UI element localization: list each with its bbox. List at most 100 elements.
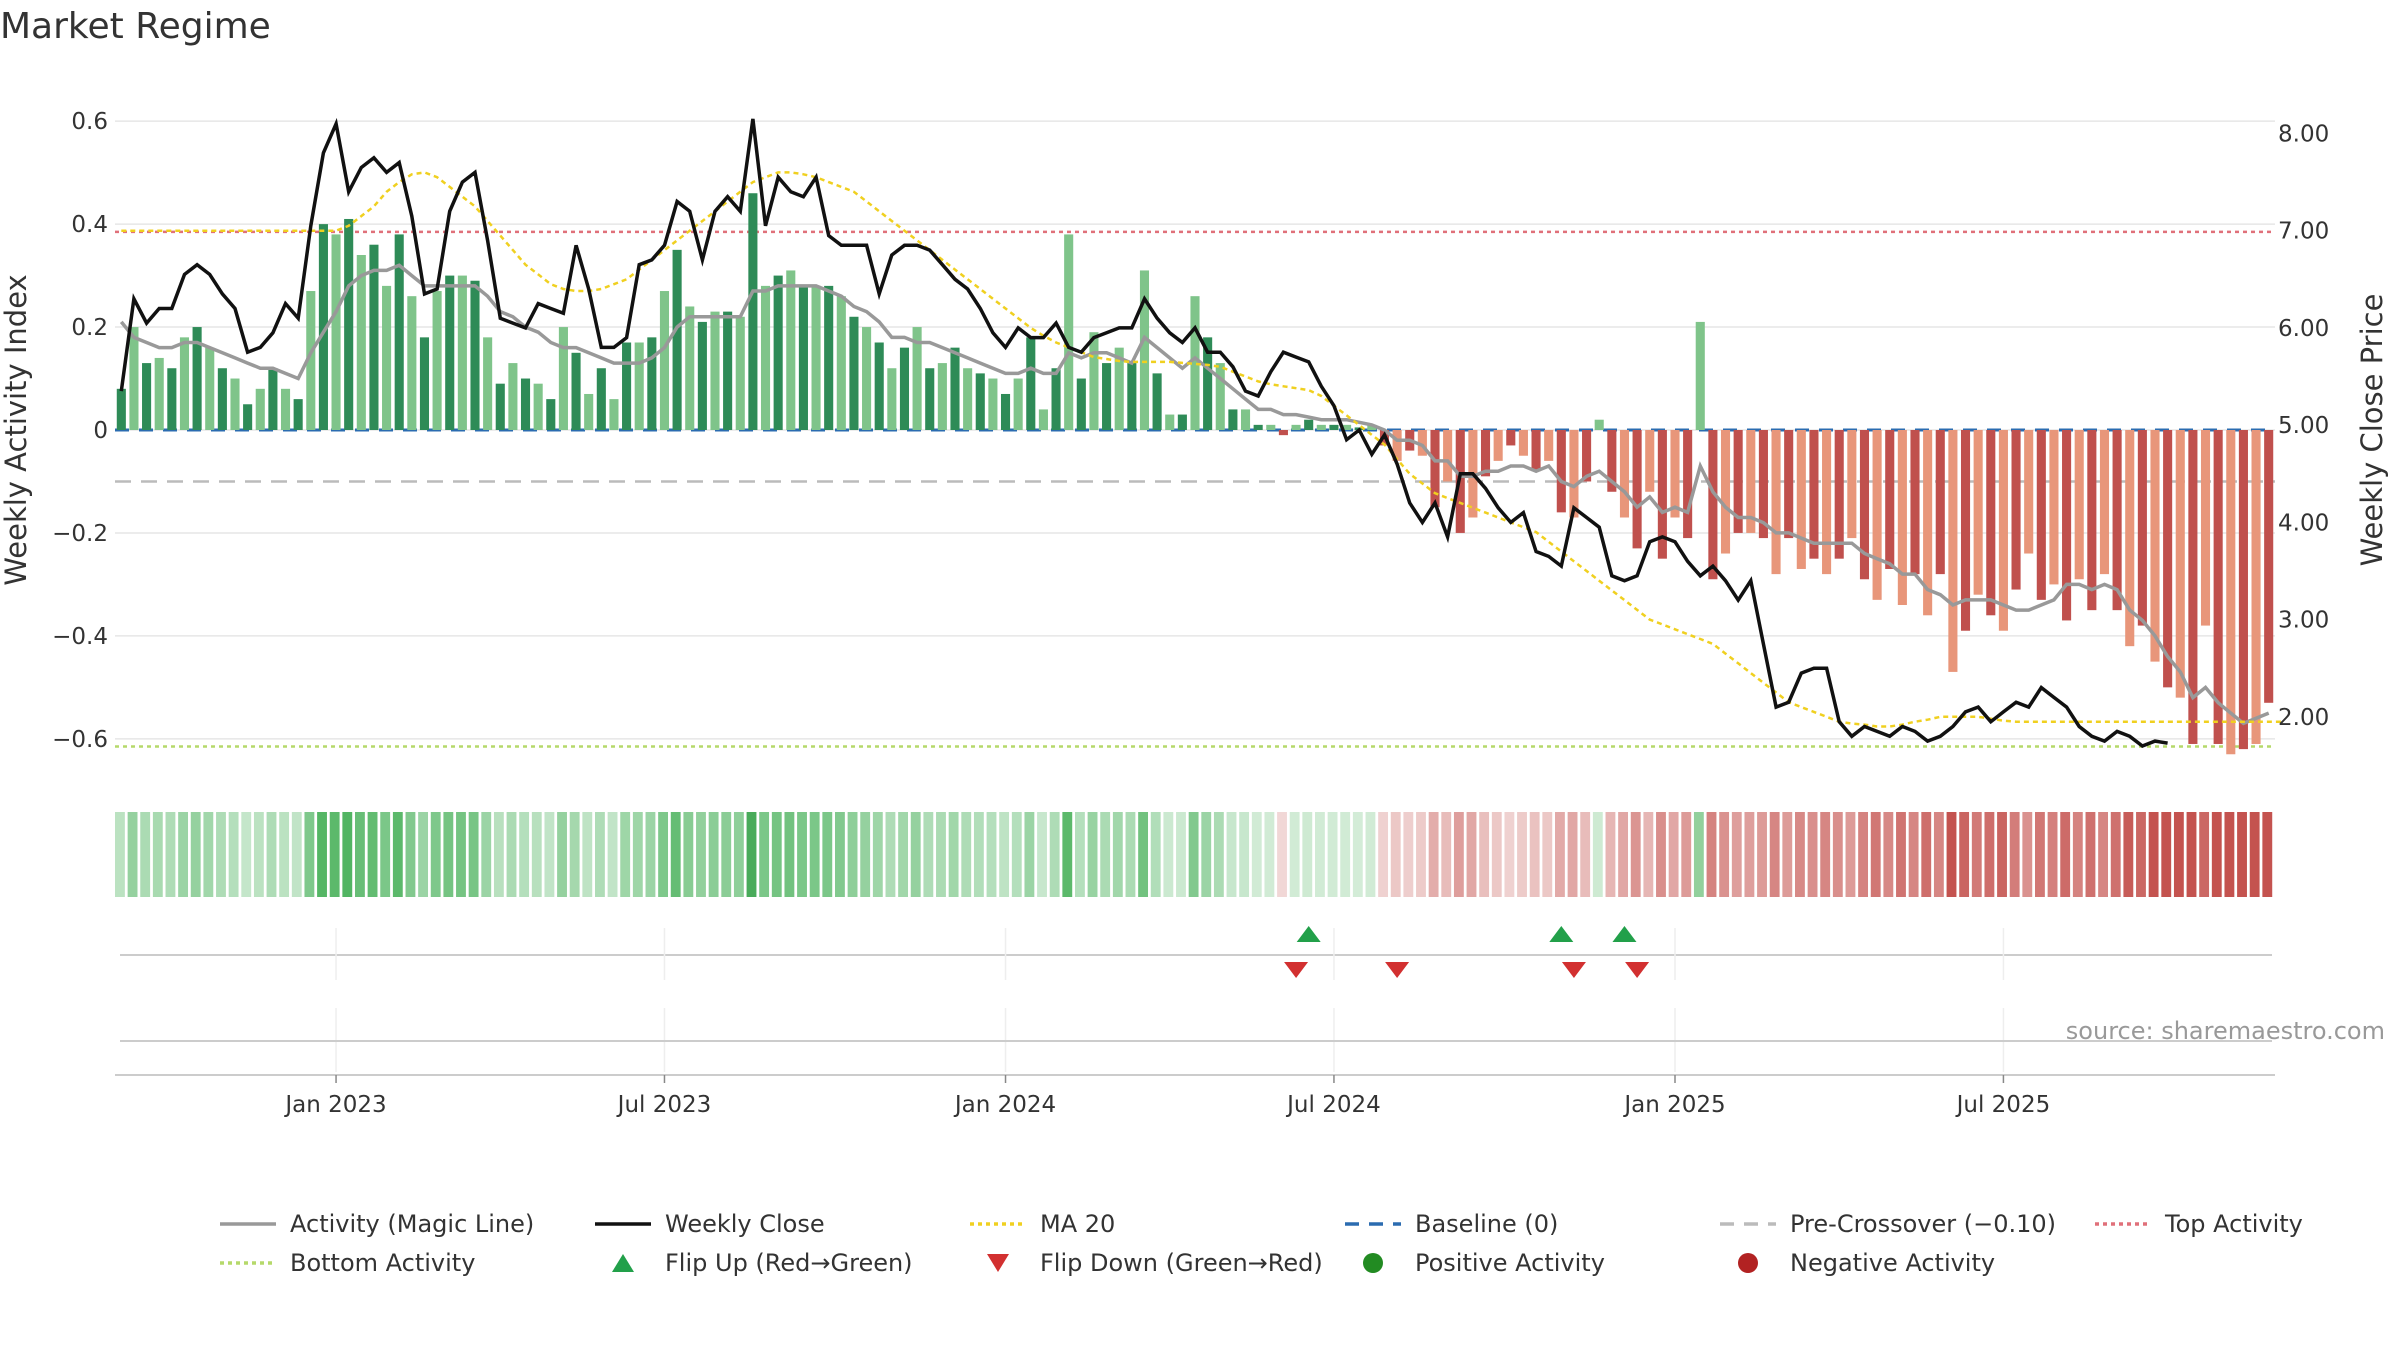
lower-empty-panel xyxy=(115,1008,2275,1076)
activity-bar xyxy=(1443,430,1453,482)
activity-bar xyxy=(154,357,164,430)
activity-bar xyxy=(217,368,227,430)
regime-strip-cell xyxy=(1403,812,1414,897)
regime-strip-cell xyxy=(481,812,492,897)
regime-strip-cell xyxy=(115,812,125,897)
regime-strip-cell xyxy=(822,812,833,897)
regime-strip-cell xyxy=(1630,812,1641,897)
legend-dot-icon xyxy=(1738,1253,1758,1273)
ma20-series xyxy=(121,171,2282,728)
regime-strip-cell xyxy=(519,812,530,897)
regime-strip-cell xyxy=(961,812,972,897)
regime-strip-cell xyxy=(835,812,845,897)
activity-bar xyxy=(609,399,619,430)
regime-strip-cell xyxy=(1277,812,1287,897)
regime-strip-cell xyxy=(140,812,151,897)
activity-bar xyxy=(369,244,379,430)
regime-strip-cell xyxy=(1542,812,1553,897)
activity-bar xyxy=(1480,430,1491,477)
activity-bar xyxy=(2251,430,2261,744)
regime-strip-cell xyxy=(493,812,504,897)
activity-bar xyxy=(1291,424,1301,430)
regime-strip-cell xyxy=(847,812,858,897)
regime-strip-cell xyxy=(746,812,757,897)
activity-bar xyxy=(192,327,202,430)
regime-strip-cell xyxy=(683,812,694,897)
activity-bar xyxy=(798,285,808,430)
regime-strip-cell xyxy=(2211,812,2222,897)
activity-bar xyxy=(1026,337,1036,430)
activity-bar xyxy=(659,291,670,430)
regime-strip-cell xyxy=(771,812,782,897)
regime-strip-cell xyxy=(544,812,555,897)
regime-strip-cell xyxy=(506,812,517,897)
activity-bar xyxy=(470,280,480,430)
activity-bar xyxy=(2150,430,2160,662)
legend-label: MA 20 xyxy=(1040,1210,1115,1238)
activity-bar xyxy=(975,373,985,430)
regime-strip-cell xyxy=(733,812,744,897)
flip-down-marker xyxy=(1625,962,1650,978)
activity-bar xyxy=(1000,393,1011,430)
regime-strip-cell xyxy=(1163,812,1174,897)
left-tick-label: 0.4 xyxy=(71,212,108,238)
regime-strip-cell xyxy=(342,812,353,897)
regime-strip-cell xyxy=(582,812,593,897)
legend-item: Baseline (0) xyxy=(1345,1210,1558,1238)
regime-strip-cell xyxy=(936,812,946,897)
activity-bar xyxy=(1708,430,1718,580)
regime-strip-cell xyxy=(2085,812,2096,897)
activity-bar xyxy=(1127,363,1137,430)
activity-bar xyxy=(243,404,253,430)
activity-bar xyxy=(1240,409,1251,430)
activity-bar xyxy=(874,342,884,430)
activity-bar xyxy=(571,352,581,430)
regime-strip-cell xyxy=(2249,812,2260,897)
regime-strip-cell xyxy=(557,812,567,897)
regime-strip-cell xyxy=(1504,812,1515,897)
activity-bar xyxy=(748,193,758,430)
regime-strip-cell xyxy=(2237,812,2247,897)
activity-bar xyxy=(2137,430,2147,626)
regime-strip-cell xyxy=(1479,812,1490,897)
regime-strip-cell xyxy=(708,812,719,897)
regime-strip-cell xyxy=(1908,812,1919,897)
regime-strip-cell xyxy=(2224,812,2235,897)
regime-strip-cell xyxy=(1997,812,2007,897)
activity-bar xyxy=(1998,430,2008,631)
regime-strip-cell xyxy=(1921,812,1932,897)
activity-bar xyxy=(1165,414,1175,430)
regime-strip-cell xyxy=(1264,812,1275,897)
activity-bar xyxy=(205,347,215,430)
regime-strip-cell xyxy=(1024,812,1035,897)
activity-bar xyxy=(1304,419,1314,430)
activity-bar xyxy=(2087,430,2097,611)
activity-bar xyxy=(596,368,606,430)
regime-strip-cell xyxy=(1757,812,1767,897)
regime-strip-cell xyxy=(367,812,378,897)
regime-strip-cell xyxy=(1441,812,1452,897)
regime-strip-cell xyxy=(1125,812,1136,897)
regime-strip-cell xyxy=(1340,812,1351,897)
regime-strip-cell xyxy=(2262,812,2273,897)
activity-bar xyxy=(735,316,745,430)
activity-bars xyxy=(116,193,2274,755)
regime-strip-cell xyxy=(986,812,997,897)
legend-item: Negative Activity xyxy=(1738,1249,1995,1277)
regime-strip-cell xyxy=(1315,812,1325,897)
regime-strip-cell xyxy=(1555,812,1565,897)
legend-label: Flip Up (Red→Green) xyxy=(665,1249,913,1277)
flip-down-marker xyxy=(1284,962,1309,978)
activity-bar xyxy=(1177,414,1187,430)
left-tick-label: −0.2 xyxy=(52,521,108,547)
activity-bar xyxy=(824,285,834,430)
regime-strip-cell xyxy=(1529,812,1540,897)
regime-strip-cell xyxy=(1378,812,1389,897)
regime-strip-cell xyxy=(291,812,302,897)
regime-strip-cell xyxy=(2173,812,2184,897)
activity-bar xyxy=(280,388,291,430)
regime-strip-cell xyxy=(266,812,277,897)
regime-strip-cell xyxy=(1870,812,1881,897)
activity-bar xyxy=(483,337,493,430)
activity-bar xyxy=(2049,430,2059,585)
